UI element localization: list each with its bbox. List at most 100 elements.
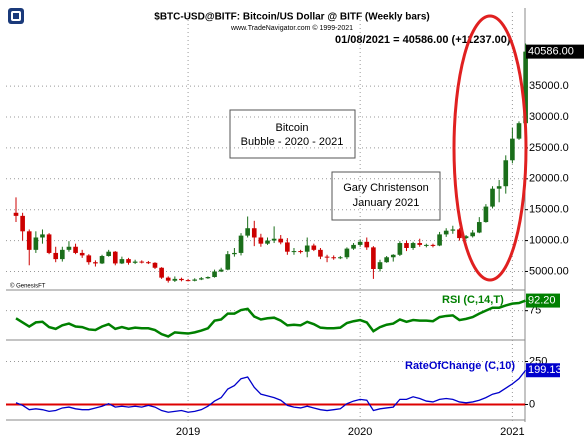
candle-body <box>397 243 403 255</box>
subtitle: www.TradeNavigator.com © 1999-2021 <box>230 24 353 32</box>
candle-body <box>443 230 449 235</box>
candle-body <box>198 278 204 280</box>
candle-body <box>357 241 363 245</box>
y-tick-label: 30000.0 <box>529 111 569 123</box>
candle-body <box>516 123 522 139</box>
value-label-box <box>526 293 560 308</box>
candle-body <box>245 228 250 236</box>
y-tick-label: 0 <box>529 398 535 410</box>
candle-body <box>192 279 198 281</box>
note-text: Bitcoin <box>275 122 308 134</box>
candle-body <box>185 280 191 282</box>
candle-body <box>430 244 436 246</box>
candle-body <box>46 234 52 253</box>
y-tick-label: 15000.0 <box>529 204 569 216</box>
candle-body <box>457 229 462 239</box>
candle-body <box>298 251 303 253</box>
annotation: 01/08/2021 = 40586.00 (+11237.00) <box>335 34 511 46</box>
value-label: 40586.00 <box>528 46 574 58</box>
candle-body <box>172 278 178 281</box>
credit: © GenesisFT <box>10 283 46 290</box>
candle-body <box>304 245 310 252</box>
candle-body <box>291 251 297 253</box>
candle-body <box>285 242 290 252</box>
candle-body <box>424 244 429 246</box>
candle-body <box>410 243 416 248</box>
series-line <box>15 299 527 338</box>
candle-body <box>132 261 138 263</box>
candle-body <box>404 243 409 248</box>
candle-body <box>146 262 151 264</box>
candle-body <box>79 252 85 256</box>
candle-body <box>73 246 78 253</box>
candle-body <box>331 257 337 259</box>
candle-body <box>344 248 350 258</box>
candle-body <box>371 247 376 269</box>
highlight-ellipse <box>452 14 528 282</box>
chart-title: $BTC-USD@BITF: Bitcoin/US Dollar @ BITF … <box>154 12 429 23</box>
candle-body <box>40 234 45 238</box>
series-label: RateOfChange (C,10) <box>405 360 515 372</box>
x-tick-label: 2020 <box>348 426 372 438</box>
candle-body <box>483 206 489 223</box>
candle-body <box>351 244 356 249</box>
candle-body <box>390 254 396 258</box>
candle-body <box>165 277 171 281</box>
candle-body <box>66 246 72 250</box>
y-tick-label: 5000.00 <box>529 265 569 277</box>
value-label: 92.20 <box>528 294 556 306</box>
candle-body <box>60 249 65 260</box>
candle-body <box>126 259 131 263</box>
value-label-box <box>526 363 560 378</box>
value-label: 199.13 <box>528 364 562 376</box>
candle-body <box>20 215 25 232</box>
candle-body <box>205 277 211 279</box>
y-tick-label: 20000.0 <box>529 173 569 185</box>
candle-body <box>232 252 237 255</box>
candle-body <box>450 229 456 231</box>
note-text: January 2021 <box>353 197 420 209</box>
candle-body <box>33 237 39 250</box>
candle-body <box>13 212 19 216</box>
candle-body <box>476 222 482 233</box>
series-line <box>15 369 527 413</box>
logo <box>8 8 24 24</box>
candle-body <box>152 262 158 268</box>
candle-body <box>523 51 528 124</box>
candle-body <box>311 245 317 250</box>
candle-body <box>417 243 423 245</box>
series-label: RSI (C,14,T) <box>442 294 504 306</box>
candle-body <box>470 232 475 237</box>
candle-body <box>99 256 105 264</box>
candle-body <box>26 231 32 250</box>
y-tick-label: 25000.0 <box>529 142 569 154</box>
value-label-box <box>526 44 584 59</box>
candle-body <box>238 235 244 253</box>
candle-body <box>106 251 111 257</box>
candle-body <box>225 254 231 270</box>
candle-body <box>53 252 59 260</box>
candle-body <box>271 238 277 241</box>
candle-body <box>324 256 330 258</box>
y-tick-label: 35000.0 <box>529 80 569 92</box>
candle-body <box>212 271 217 278</box>
note-text: Bubble - 2020 - 2021 <box>241 136 344 148</box>
candle-body <box>337 257 343 259</box>
note-box <box>229 109 356 159</box>
candle-body <box>86 255 92 263</box>
candle-body <box>490 188 495 207</box>
candle-body <box>179 278 184 281</box>
candle-body <box>496 186 502 189</box>
candle-body <box>251 228 257 238</box>
candle-body <box>265 240 270 244</box>
candle-body <box>112 251 118 264</box>
candle-body <box>503 160 509 187</box>
candle-body <box>258 237 264 244</box>
note-text: Gary Christenson <box>343 182 429 194</box>
y-tick-label: 10000.0 <box>529 234 569 246</box>
x-tick-label: 2021 <box>500 426 524 438</box>
candle-body <box>437 234 442 246</box>
candle-body <box>377 262 383 269</box>
